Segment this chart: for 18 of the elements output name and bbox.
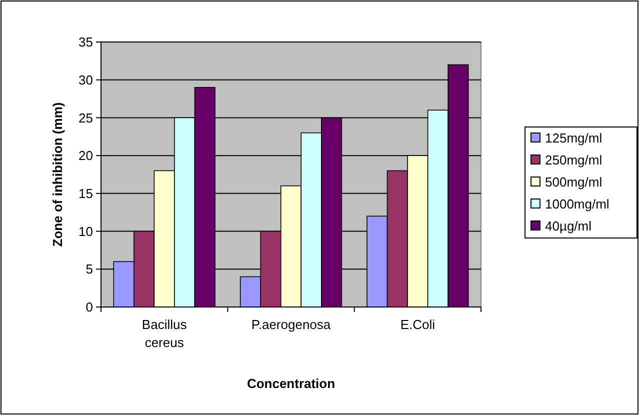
x-tick-label: P.aerogenosa	[251, 317, 332, 332]
legend-label: 1000mg/ml	[545, 196, 610, 212]
legend-label: 500mg/ml	[545, 174, 602, 190]
y-tick-label: 30	[78, 72, 93, 88]
y-tick-label: 20	[78, 148, 93, 164]
x-tick-label: E.Coli	[400, 317, 436, 332]
legend-label: 250mg/ml	[545, 152, 602, 168]
y-axis-title: Zone of inhibition (mm)	[50, 102, 65, 247]
y-tick-label: 35	[78, 34, 93, 50]
y-tick-label: 15	[78, 186, 93, 201]
legend-label: 40µg/ml	[545, 218, 592, 234]
y-tick-label: 25	[78, 110, 93, 126]
y-tick-label: 5	[86, 262, 93, 277]
y-tick-label: 0	[86, 300, 93, 315]
x-axis-title: Concentration	[246, 376, 336, 391]
y-tick-label: 10	[78, 224, 93, 239]
legend-label: 125mg/ml	[545, 130, 602, 146]
x-tick-label: Bacillus cereus	[142, 317, 188, 350]
